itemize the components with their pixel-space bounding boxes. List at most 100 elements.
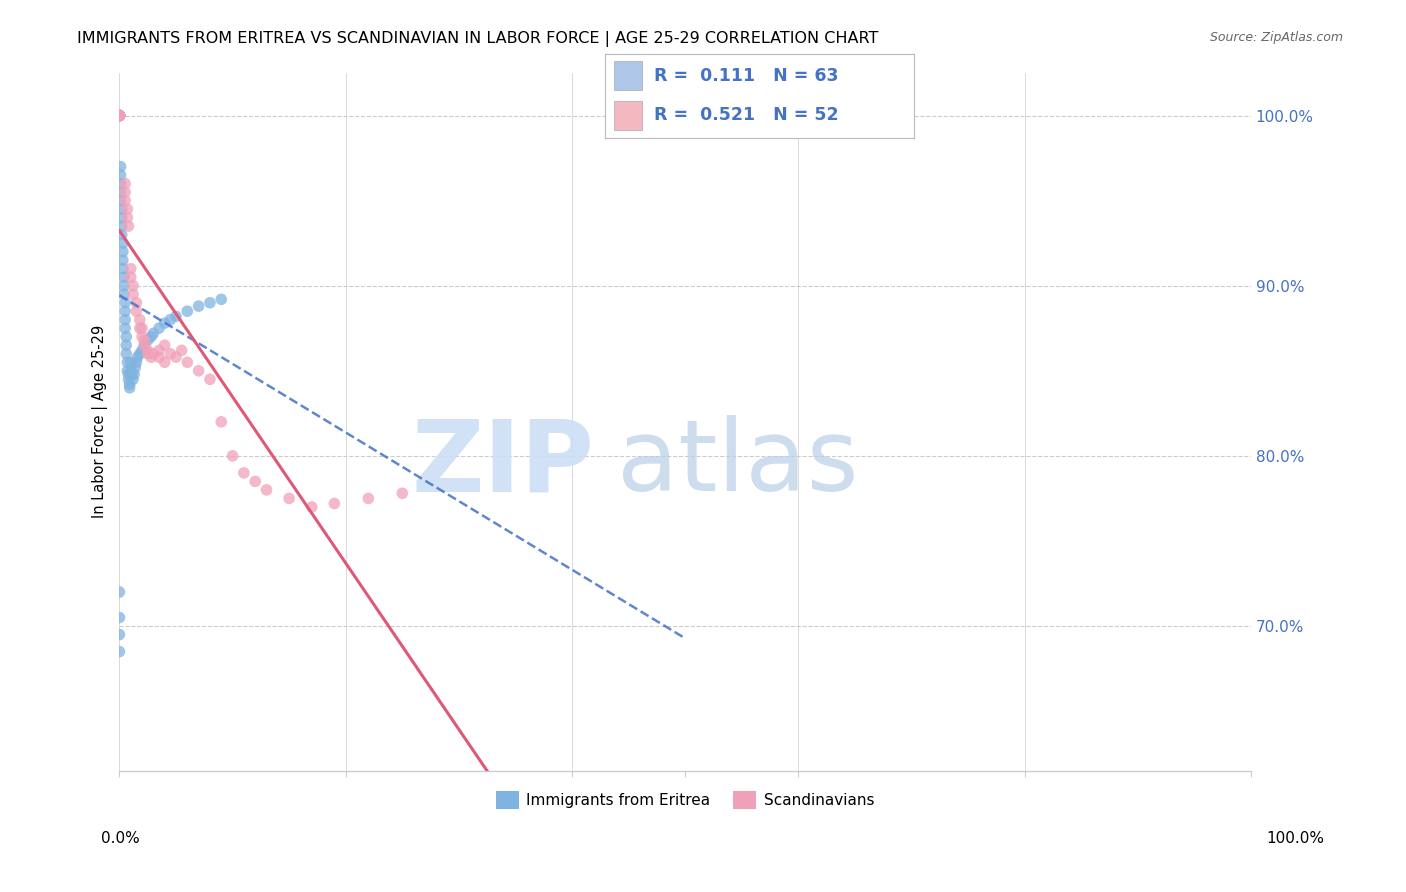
Text: ZIP: ZIP	[412, 415, 595, 512]
Text: IMMIGRANTS FROM ERITREA VS SCANDINAVIAN IN LABOR FORCE | AGE 25-29 CORRELATION C: IMMIGRANTS FROM ERITREA VS SCANDINAVIAN …	[77, 31, 879, 47]
Point	[108, 109, 131, 123]
Legend: Immigrants from Eritrea, Scandinavians: Immigrants from Eritrea, Scandinavians	[489, 784, 880, 815]
Point	[108, 644, 131, 658]
Point	[176, 304, 198, 318]
Point	[187, 299, 209, 313]
Text: 0.0%: 0.0%	[101, 831, 141, 846]
Point	[136, 347, 159, 361]
Text: atlas: atlas	[617, 415, 859, 512]
Point	[159, 347, 181, 361]
Point	[125, 295, 148, 310]
Point	[117, 211, 139, 225]
Point	[108, 109, 131, 123]
Point	[108, 109, 131, 123]
Point	[110, 194, 132, 208]
Point	[124, 360, 146, 375]
Point	[134, 338, 156, 352]
Point	[114, 304, 136, 318]
Point	[108, 109, 131, 123]
Text: Source: ZipAtlas.com: Source: ZipAtlas.com	[1209, 31, 1343, 45]
Point	[125, 355, 148, 369]
Point	[120, 261, 142, 276]
Point	[108, 109, 131, 123]
Point	[112, 278, 135, 293]
Point	[111, 244, 134, 259]
Point	[108, 109, 131, 123]
Point	[117, 355, 139, 369]
Point	[136, 343, 159, 358]
Point	[108, 109, 131, 123]
Y-axis label: In Labor Force | Age 25-29: In Labor Force | Age 25-29	[93, 326, 108, 518]
Point	[221, 449, 243, 463]
Point	[127, 350, 149, 364]
Point	[115, 347, 138, 361]
Text: R =  0.521   N = 52: R = 0.521 N = 52	[654, 106, 839, 124]
Point	[176, 355, 198, 369]
Point	[256, 483, 278, 497]
Point	[118, 381, 141, 395]
Point	[209, 293, 232, 307]
Point	[114, 185, 136, 199]
Point	[139, 350, 162, 364]
Point	[153, 338, 176, 352]
Point	[153, 316, 176, 330]
Point	[120, 270, 142, 285]
Point	[111, 211, 134, 225]
Text: 100.0%: 100.0%	[1267, 831, 1324, 846]
Point	[114, 177, 136, 191]
Text: R =  0.111   N = 63: R = 0.111 N = 63	[654, 67, 838, 85]
Point	[128, 347, 150, 361]
Point	[111, 253, 134, 268]
Point	[110, 185, 132, 199]
Point	[170, 343, 193, 358]
Point	[108, 109, 131, 123]
Point	[131, 343, 153, 358]
Point	[120, 364, 142, 378]
Point	[139, 330, 162, 344]
Point	[278, 491, 301, 506]
Point	[108, 109, 131, 123]
Point	[108, 109, 131, 123]
Point	[142, 326, 165, 341]
Point	[115, 338, 138, 352]
Point	[165, 350, 187, 364]
Point	[108, 109, 131, 123]
Point	[114, 321, 136, 335]
Point	[159, 312, 181, 326]
Point	[108, 109, 131, 123]
Point	[232, 466, 254, 480]
Point	[114, 295, 136, 310]
Point	[122, 287, 145, 301]
Point	[117, 364, 139, 378]
Point	[111, 236, 134, 251]
Point	[110, 168, 132, 182]
Point	[131, 330, 153, 344]
Point	[115, 330, 138, 344]
Point	[187, 364, 209, 378]
Point	[108, 109, 131, 123]
Point	[111, 261, 134, 276]
Point	[108, 627, 131, 641]
Point	[122, 278, 145, 293]
Point	[108, 585, 131, 599]
Point	[108, 109, 131, 123]
Point	[117, 202, 139, 216]
Point	[118, 377, 141, 392]
Point	[165, 310, 187, 324]
Point	[198, 295, 221, 310]
Point	[148, 343, 170, 358]
Point	[391, 486, 413, 500]
Point	[108, 109, 131, 123]
Point	[323, 496, 346, 510]
Point	[245, 475, 267, 489]
Point	[110, 177, 132, 191]
Point	[108, 109, 131, 123]
Point	[111, 227, 134, 242]
Point	[117, 367, 139, 381]
Point	[148, 350, 170, 364]
Point	[128, 321, 150, 335]
Point	[134, 338, 156, 352]
Point	[136, 333, 159, 347]
FancyBboxPatch shape	[614, 62, 641, 90]
Point	[120, 355, 142, 369]
